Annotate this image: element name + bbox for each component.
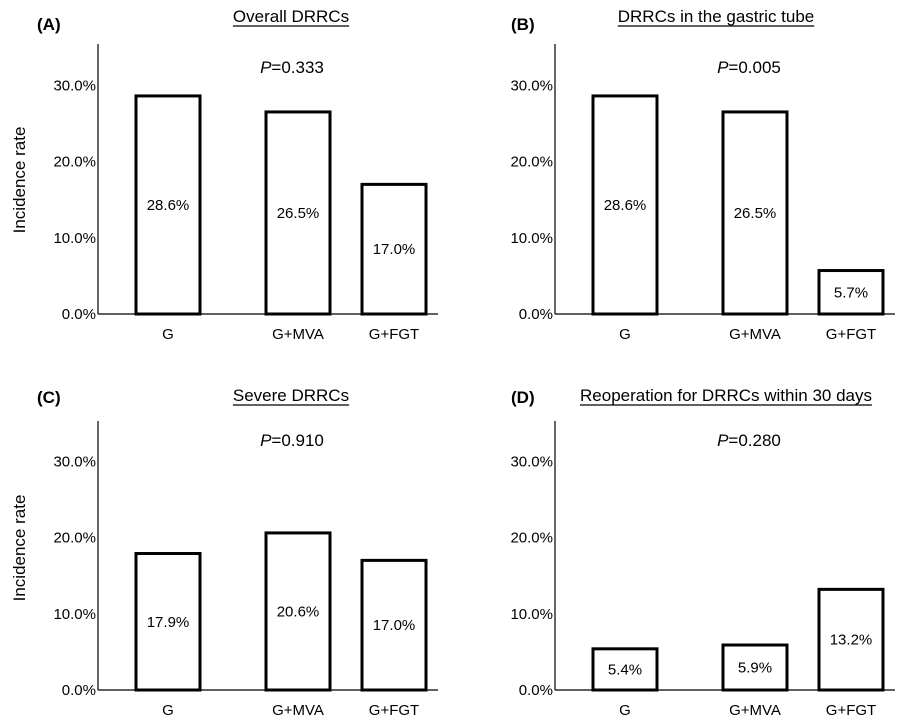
bar bbox=[264, 531, 332, 692]
y-tick-label: 10.0% bbox=[510, 606, 553, 623]
panel-letter: (C) bbox=[37, 388, 61, 407]
y-tick-label: 0.0% bbox=[62, 682, 96, 699]
y-tick-label: 30.0% bbox=[53, 453, 96, 470]
bar bbox=[134, 552, 202, 692]
bar-data-label: 26.5% bbox=[734, 205, 777, 222]
panel-title: DRRCs in the gastric tube bbox=[618, 7, 815, 26]
y-tick-label: 30.0% bbox=[510, 77, 553, 94]
bar bbox=[817, 269, 885, 316]
bar bbox=[360, 558, 428, 692]
bar bbox=[591, 647, 659, 692]
bar bbox=[817, 587, 885, 692]
x-tick-label: G+FGT bbox=[826, 702, 876, 719]
p-value-label: P=0.910 bbox=[260, 431, 324, 450]
y-tick-label: 10.0% bbox=[53, 230, 96, 247]
panel-title: Overall DRRCs bbox=[233, 7, 349, 26]
bar-data-label: 17.0% bbox=[373, 241, 416, 258]
y-axis-label: Incidence rate bbox=[10, 127, 29, 234]
panel-1: (A) Overall DRRCs P=0.333 0.0% 10.0% 20.0% 30.… bbox=[10, 7, 438, 343]
y-tick-label: 30.0% bbox=[510, 453, 553, 470]
bar-data-label: 5.4% bbox=[608, 661, 642, 678]
bar-data-label: 17.0% bbox=[373, 617, 416, 634]
bar-data-label: 28.6% bbox=[147, 197, 190, 214]
panel-title: Severe DRRCs bbox=[233, 386, 349, 405]
panel-4: (D) Reoperation for DRRCs within 30 days P… bbox=[510, 386, 895, 719]
panel-letter: (D) bbox=[511, 388, 535, 407]
x-tick-label: G bbox=[619, 326, 631, 343]
x-tick-label: G+FGT bbox=[369, 326, 419, 343]
bar bbox=[134, 94, 202, 316]
x-tick-label: G+FGT bbox=[826, 326, 876, 343]
y-tick-label: 20.0% bbox=[53, 530, 96, 547]
bar-data-label: 5.7% bbox=[834, 284, 868, 301]
p-value-label: P=0.005 bbox=[717, 58, 781, 77]
bar-data-label: 20.6% bbox=[277, 603, 320, 620]
y-axis-label: Incidence rate bbox=[10, 495, 29, 602]
y-tick-label: 20.0% bbox=[510, 530, 553, 547]
bar-data-label: 28.6% bbox=[604, 197, 647, 214]
bar-data-label: 13.2% bbox=[830, 632, 873, 649]
y-tick-label: 10.0% bbox=[53, 606, 96, 623]
y-tick-label: 0.0% bbox=[62, 306, 96, 323]
y-tick-label: 20.0% bbox=[510, 154, 553, 171]
bar bbox=[591, 94, 659, 316]
panel-letter: (B) bbox=[511, 15, 535, 34]
x-tick-label: G bbox=[162, 702, 174, 719]
panel-3: (C) Severe DRRCs P=0.910 0.0% 10.0% 20.0% 30.0… bbox=[10, 386, 438, 719]
p-value-label: P=0.280 bbox=[717, 431, 781, 450]
bar-data-label: 5.9% bbox=[738, 660, 772, 677]
bar-data-label: 17.9% bbox=[147, 614, 190, 631]
y-tick-label: 10.0% bbox=[510, 230, 553, 247]
bar-data-label: 26.5% bbox=[277, 205, 320, 222]
x-tick-label: G bbox=[162, 326, 174, 343]
y-tick-label: 0.0% bbox=[519, 682, 553, 699]
x-tick-label: G+MVA bbox=[272, 326, 324, 343]
bar bbox=[721, 110, 789, 316]
x-tick-label: G+FGT bbox=[369, 702, 419, 719]
y-tick-label: 20.0% bbox=[53, 154, 96, 171]
x-tick-label: G bbox=[619, 702, 631, 719]
y-tick-label: 0.0% bbox=[519, 306, 553, 323]
bar bbox=[721, 643, 789, 692]
panel-letter: (A) bbox=[37, 15, 61, 34]
p-value-label: P=0.333 bbox=[260, 58, 324, 77]
bar bbox=[264, 110, 332, 316]
x-tick-label: G+MVA bbox=[729, 326, 781, 343]
panel-title: Reoperation for DRRCs within 30 days bbox=[580, 386, 872, 405]
y-tick-label: 30.0% bbox=[53, 77, 96, 94]
x-tick-label: G+MVA bbox=[729, 702, 781, 719]
panel-2: (B) DRRCs in the gastric tube P=0.005 0.0% 1… bbox=[510, 7, 895, 343]
bar bbox=[360, 182, 428, 316]
x-tick-label: G+MVA bbox=[272, 702, 324, 719]
